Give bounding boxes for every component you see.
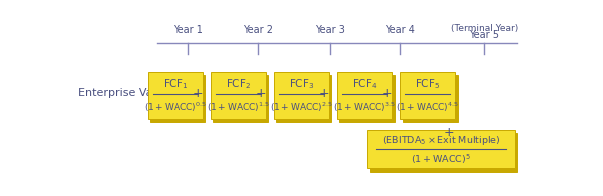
Text: Enterprise Value  =: Enterprise Value = bbox=[78, 88, 186, 98]
FancyBboxPatch shape bbox=[211, 72, 266, 119]
Text: (Terminal Year): (Terminal Year) bbox=[450, 24, 518, 33]
Text: $\mathregular{(1 + WACC)^{4.5}}$: $\mathregular{(1 + WACC)^{4.5}}$ bbox=[396, 100, 459, 114]
Text: $\mathregular{(1 + WACC)^{3.5}}$: $\mathregular{(1 + WACC)^{3.5}}$ bbox=[333, 100, 396, 114]
Text: $\mathregular{FCF_{1}}$: $\mathregular{FCF_{1}}$ bbox=[163, 78, 188, 91]
Text: Year 5: Year 5 bbox=[469, 30, 499, 40]
Text: $\mathregular{(1 + WACC)^{2.5}}$: $\mathregular{(1 + WACC)^{2.5}}$ bbox=[270, 100, 333, 114]
Text: Year 3: Year 3 bbox=[315, 24, 345, 34]
Text: $\mathregular{FCF_{3}}$: $\mathregular{FCF_{3}}$ bbox=[289, 78, 314, 91]
Text: $\mathregular{FCF_{5}}$: $\mathregular{FCF_{5}}$ bbox=[415, 78, 440, 91]
FancyBboxPatch shape bbox=[370, 133, 517, 172]
FancyBboxPatch shape bbox=[337, 72, 392, 119]
FancyBboxPatch shape bbox=[403, 75, 458, 122]
FancyBboxPatch shape bbox=[213, 75, 268, 122]
Text: $\mathregular{FCF_{2}}$: $\mathregular{FCF_{2}}$ bbox=[226, 78, 251, 91]
Text: $\mathregular{(EBITDA_5 \times Exit\ Multiple)}$: $\mathregular{(EBITDA_5 \times Exit\ Mul… bbox=[382, 134, 500, 147]
Text: Year 2: Year 2 bbox=[242, 24, 273, 34]
Text: +: + bbox=[192, 87, 203, 100]
Text: +: + bbox=[318, 87, 329, 100]
Text: +: + bbox=[256, 87, 266, 100]
FancyBboxPatch shape bbox=[150, 75, 205, 122]
Text: $\mathregular{FCF_{4}}$: $\mathregular{FCF_{4}}$ bbox=[352, 78, 377, 91]
Text: Year 4: Year 4 bbox=[385, 24, 415, 34]
Text: $\mathregular{(1 + WACC)^{1.5}}$: $\mathregular{(1 + WACC)^{1.5}}$ bbox=[207, 100, 270, 114]
Text: +: + bbox=[382, 87, 393, 100]
FancyBboxPatch shape bbox=[276, 75, 332, 122]
Text: $\mathregular{(1 + WACC)^5}$: $\mathregular{(1 + WACC)^5}$ bbox=[411, 152, 471, 166]
Text: Year 1: Year 1 bbox=[172, 24, 203, 34]
FancyBboxPatch shape bbox=[274, 72, 329, 119]
FancyBboxPatch shape bbox=[339, 75, 394, 122]
Text: +: + bbox=[444, 126, 455, 139]
FancyBboxPatch shape bbox=[400, 72, 455, 119]
FancyBboxPatch shape bbox=[367, 130, 514, 168]
Text: $\mathregular{(1 + WACC)^{0.5}}$: $\mathregular{(1 + WACC)^{0.5}}$ bbox=[144, 100, 207, 114]
FancyBboxPatch shape bbox=[148, 72, 203, 119]
